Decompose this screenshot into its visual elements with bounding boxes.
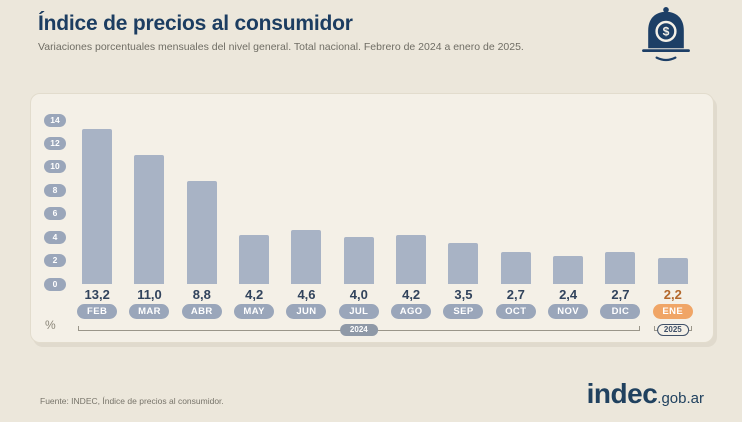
- month-pill-abr: ABR: [181, 304, 222, 319]
- bar-ene: [657, 258, 688, 284]
- value-label-jun: 4,6: [297, 287, 316, 302]
- y-tick-2: 2: [44, 254, 66, 268]
- y-tick-8: 8: [44, 183, 66, 197]
- bar-area: [647, 120, 699, 284]
- value-label-ago: 4,2: [402, 287, 421, 302]
- bell-peso-icon: $: [642, 7, 690, 62]
- bar-area: [542, 120, 594, 284]
- month-pill-jul: JUL: [338, 304, 379, 319]
- bar-abr: [186, 180, 217, 284]
- month-pill-ene: ENE: [652, 304, 693, 319]
- y-tick-6: 6: [44, 207, 66, 221]
- source-note: Fuente: INDEC, Índice de precios al cons…: [40, 396, 224, 406]
- bar-column-ene: 2,2 ENE: [647, 120, 699, 319]
- bar-column-feb: 13,2 FEB: [71, 120, 123, 319]
- y-tick-14: 14: [44, 113, 66, 127]
- bar-column-abr: 8,8 ABR: [176, 120, 228, 319]
- bracket-2024: 2024: [71, 324, 647, 336]
- bar-column-sep: 3,5 SEP: [437, 120, 489, 319]
- year-brackets: 2024 2025: [71, 324, 699, 336]
- y-axis: 0 2 4 6 8 10 12 14: [41, 113, 71, 291]
- y-tick-4: 4: [44, 230, 66, 244]
- value-label-sep: 3,5: [454, 287, 473, 302]
- value-label-feb: 13,2: [84, 287, 110, 302]
- chart-panel: 0 2 4 6 8 10 12 14 13,2 FEB 11,0 MAR 8,8 ABR 4,2 MAY 4,…: [30, 93, 714, 343]
- bar-jul: [343, 237, 374, 284]
- value-label-ene: 2,2: [663, 287, 682, 302]
- bar-column-mar: 11,0 MAR: [123, 120, 175, 319]
- bar-feb: [82, 129, 113, 284]
- month-pill-jun: JUN: [286, 304, 327, 319]
- value-label-abr: 8,8: [192, 287, 211, 302]
- svg-text:$: $: [663, 25, 670, 39]
- bar-oct: [500, 252, 531, 284]
- bar-nov: [553, 255, 584, 284]
- year-pill-2025: 2025: [656, 324, 689, 336]
- month-pill-feb: FEB: [77, 304, 118, 319]
- y-tick-0: 0: [44, 277, 66, 291]
- bar-ago: [396, 234, 427, 284]
- month-pill-ago: AGO: [391, 304, 432, 319]
- indec-logo: indec .gob.ar: [587, 378, 704, 410]
- bar-column-dic: 2,7 DIC: [594, 120, 646, 319]
- page-title: Índice de precios al consumidor: [38, 12, 353, 35]
- y-axis-unit-label: %: [45, 318, 56, 332]
- year-pill-2024: 2024: [339, 324, 378, 336]
- bar-sep: [448, 243, 479, 284]
- month-pill-nov: NOV: [548, 304, 589, 319]
- bracket-2025: 2025: [647, 324, 699, 336]
- bar-area: [490, 120, 542, 284]
- bar-chart: 0 2 4 6 8 10 12 14 13,2 FEB 11,0 MAR 8,8 ABR 4,2 MAY 4,…: [41, 113, 699, 319]
- page-subtitle: Variaciones porcentuales mensuales del n…: [38, 41, 524, 53]
- indec-logo-domain: .gob.ar: [657, 390, 704, 407]
- bar-may: [239, 234, 270, 284]
- value-label-oct: 2,7: [506, 287, 525, 302]
- y-tick-10: 10: [44, 160, 66, 174]
- bar-area: [228, 120, 280, 284]
- bar-area: [385, 120, 437, 284]
- bar-area: [333, 120, 385, 284]
- value-label-may: 4,2: [245, 287, 264, 302]
- month-pill-may: MAY: [234, 304, 275, 319]
- bar-area: [176, 120, 228, 284]
- bar-area: [280, 120, 332, 284]
- value-label-dic: 2,7: [611, 287, 630, 302]
- bar-column-may: 4,2 MAY: [228, 120, 280, 319]
- bar-column-jun: 4,6 JUN: [280, 120, 332, 319]
- month-pill-mar: MAR: [129, 304, 170, 319]
- bar-column-nov: 2,4 NOV: [542, 120, 594, 319]
- y-tick-12: 12: [44, 136, 66, 150]
- bar-area: [437, 120, 489, 284]
- month-pill-sep: SEP: [443, 304, 484, 319]
- bar-column-ago: 4,2 AGO: [385, 120, 437, 319]
- month-pill-oct: OCT: [495, 304, 536, 319]
- bar-area: [594, 120, 646, 284]
- indec-logo-wordmark: indec: [586, 378, 658, 409]
- bar-dic: [605, 252, 636, 284]
- month-pill-dic: DIC: [600, 304, 641, 319]
- bar-mar: [134, 155, 165, 284]
- value-label-nov: 2,4: [559, 287, 578, 302]
- header: Índice de precios al consumidor Variacio…: [38, 12, 622, 53]
- bar-column-jul: 4,0 JUL: [333, 120, 385, 319]
- bar-area: [123, 120, 175, 284]
- bar-columns: 13,2 FEB 11,0 MAR 8,8 ABR 4,2 MAY 4,6 JUN 4,0 JUL 4,…: [71, 120, 699, 319]
- bar-jun: [291, 230, 322, 284]
- bar-area: [71, 120, 123, 284]
- value-label-mar: 11,0: [137, 287, 162, 302]
- bar-column-oct: 2,7 OCT: [490, 120, 542, 319]
- value-label-jul: 4,0: [349, 287, 368, 302]
